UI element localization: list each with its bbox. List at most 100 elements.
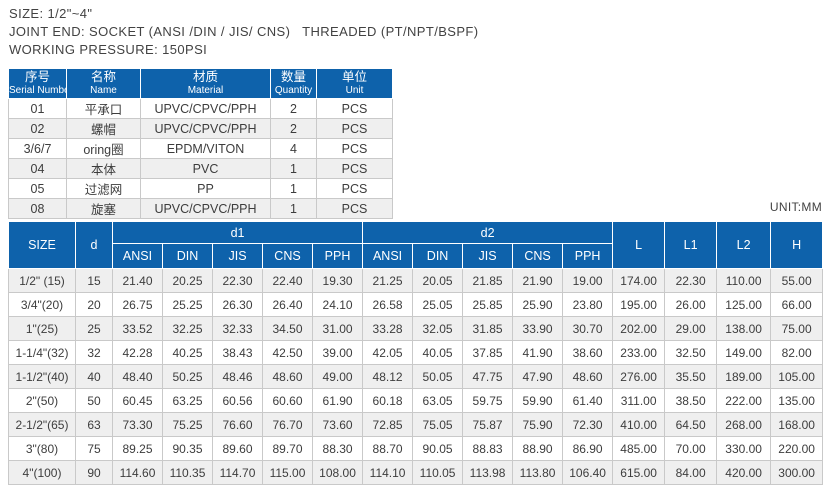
dims-tail-cell: 202.00 bbox=[612, 316, 666, 341]
dims-header-group-row: SIZE d d1 d2 L L1 L2 H bbox=[8, 221, 824, 269]
dims-size-cell: 2-1/2"(65) bbox=[8, 412, 76, 437]
parts-table-cell: 01 bbox=[8, 98, 67, 119]
parts-table-cell: oring圈 bbox=[66, 138, 141, 159]
parts-table-cell: PP bbox=[140, 178, 271, 199]
parts-column-header-zh: 数量 bbox=[280, 70, 306, 84]
dims-tail-header-l2: L2 bbox=[716, 221, 772, 269]
dims-d1-cell: 42.28 bbox=[112, 340, 163, 365]
dims-d1-cell: 26.30 bbox=[212, 292, 263, 317]
dims-d1-cell: 26.40 bbox=[262, 292, 313, 317]
dims-tail-cell: 311.00 bbox=[612, 388, 666, 413]
dims-standard-header: ANSI bbox=[362, 243, 414, 269]
dims-d1-cell: 32.25 bbox=[162, 316, 213, 341]
parts-table-body: 01 平承口 UPVC/CPVC/PPH 2 PCS 02 螺帽 UPVC/CPVC/PPH 2… bbox=[8, 98, 393, 219]
dims-d1-cell: 89.25 bbox=[112, 436, 163, 461]
parts-table-cell: 本体 bbox=[66, 158, 141, 179]
dims-d1-cell: 90.35 bbox=[162, 436, 213, 461]
parts-table-cell: 1 bbox=[270, 178, 317, 199]
dims-d-cell: 25 bbox=[75, 316, 113, 341]
dims-tail-cell: 420.00 bbox=[716, 460, 772, 485]
dims-d2-cell: 113.98 bbox=[462, 460, 514, 485]
dims-d-cell: 90 bbox=[75, 460, 113, 485]
dims-standard-header: PPH bbox=[562, 243, 614, 269]
dims-d1-cell: 22.30 bbox=[212, 268, 263, 293]
parts-table-cell: UPVC/CPVC/PPH bbox=[140, 198, 271, 219]
parts-column-header: 名称 Name bbox=[66, 68, 141, 99]
dims-size-header: SIZE bbox=[8, 221, 76, 269]
parts-table-cell: PCS bbox=[316, 158, 393, 179]
dims-tail-cell: 410.00 bbox=[612, 412, 666, 437]
parts-table-cell: 平承口 bbox=[66, 98, 141, 119]
dims-d2-cell: 47.90 bbox=[512, 364, 564, 389]
dims-tail-cell: 276.00 bbox=[612, 364, 666, 389]
dims-tail-cell: 222.00 bbox=[716, 388, 772, 413]
dims-standard-header: DIN bbox=[412, 243, 464, 269]
dims-d2-cell: 20.05 bbox=[412, 268, 464, 293]
dims-d1-cell: 20.25 bbox=[162, 268, 213, 293]
dims-d2-cell: 31.85 bbox=[462, 316, 514, 341]
dims-tail-cell: 168.00 bbox=[770, 412, 824, 437]
dims-d2-cell: 60.18 bbox=[362, 388, 414, 413]
dims-standard-header: PPH bbox=[311, 243, 364, 269]
dims-tail-cell: 189.00 bbox=[716, 364, 772, 389]
dims-d1-cell: 89.60 bbox=[212, 436, 263, 461]
dims-d-cell: 75 bbox=[75, 436, 113, 461]
dims-d1-cell: 48.40 bbox=[112, 364, 163, 389]
parts-table-cell: PCS bbox=[316, 118, 393, 139]
dims-d1-cell: 50.25 bbox=[162, 364, 213, 389]
parts-table-cell: PCS bbox=[316, 138, 393, 159]
parts-table-cell: 3/6/7 bbox=[8, 138, 67, 159]
dims-tail-header-l: L bbox=[612, 221, 666, 269]
dims-table-row: 3"(80) 75 89.25 90.35 89.60 89.70 88.30 88.70 90… bbox=[8, 436, 824, 461]
parts-table-cell: 过滤网 bbox=[66, 178, 141, 199]
parts-column-header-en: Name bbox=[90, 85, 117, 96]
parts-table-row: 04 本体 PVC 1 PCS bbox=[8, 158, 393, 179]
dimensions-table: SIZE d d1 d2 L L1 L2 H ANSI DIN JIS CNS PPH ANSI DIN JI… bbox=[8, 221, 824, 485]
dims-d2-cell: 23.80 bbox=[562, 292, 614, 317]
parts-table-cell: UPVC/CPVC/PPH bbox=[140, 98, 271, 119]
dims-size-cell: 3"(80) bbox=[8, 436, 76, 461]
dims-d2-cell: 21.25 bbox=[362, 268, 414, 293]
dims-d2-cell: 41.90 bbox=[512, 340, 564, 365]
dims-d-cell: 15 bbox=[75, 268, 113, 293]
dimensions-table-head: SIZE d d1 d2 L L1 L2 H ANSI DIN JIS CNS PPH ANSI DIN JI… bbox=[8, 221, 824, 269]
parts-table-cell: 1 bbox=[270, 158, 317, 179]
dims-tail-cell: 268.00 bbox=[716, 412, 772, 437]
dims-d2-cell: 88.83 bbox=[462, 436, 514, 461]
dims-d2-cell: 40.05 bbox=[412, 340, 464, 365]
dims-d2-cell: 114.10 bbox=[362, 460, 414, 485]
dims-d2-cell: 63.05 bbox=[412, 388, 464, 413]
dims-standard-header: CNS bbox=[512, 243, 564, 269]
dims-tail-cell: 110.00 bbox=[716, 268, 772, 293]
dimensions-table-body: 1/2" (15) 15 21.40 20.25 22.30 22.40 19.30 21.2… bbox=[8, 268, 824, 485]
parts-table-row: 3/6/7 oring圈 EPDM/VITON 4 PCS bbox=[8, 138, 393, 159]
dims-d1-cell: 32.33 bbox=[212, 316, 263, 341]
dims-size-cell: 1-1/4"(32) bbox=[8, 340, 76, 365]
dims-d-cell: 20 bbox=[75, 292, 113, 317]
spec-size-line: SIZE: 1/2"~4" bbox=[9, 6, 93, 21]
dims-tail-cell: 233.00 bbox=[612, 340, 666, 365]
dims-d2-cell: 38.60 bbox=[562, 340, 614, 365]
dims-tail-cell: 38.50 bbox=[664, 388, 718, 413]
unit-note: UNIT:MM bbox=[769, 200, 822, 214]
parts-column-header-zh: 单位 bbox=[341, 70, 367, 84]
dims-d2-cell: 75.05 bbox=[412, 412, 464, 437]
dims-d1-cell: 49.00 bbox=[311, 364, 364, 389]
dims-d1-cell: 39.00 bbox=[311, 340, 364, 365]
dims-d2-cell: 72.30 bbox=[562, 412, 614, 437]
dims-d1-cell: 25.25 bbox=[162, 292, 213, 317]
dims-d2-cell: 33.90 bbox=[512, 316, 564, 341]
parts-table-row: 01 平承口 UPVC/CPVC/PPH 2 PCS bbox=[8, 98, 393, 119]
dims-d1-cell: 73.60 bbox=[311, 412, 364, 437]
dims-d2-cell: 25.85 bbox=[462, 292, 514, 317]
dims-d2-cell: 48.60 bbox=[562, 364, 614, 389]
dims-d1-cell: 48.46 bbox=[212, 364, 263, 389]
spec-joint-end-line: JOINT END: SOCKET (ANSI /DIN / JIS/ CNS)… bbox=[9, 24, 479, 39]
parts-table-cell: 螺帽 bbox=[66, 118, 141, 139]
parts-table-cell: UPVC/CPVC/PPH bbox=[140, 118, 271, 139]
dims-d2-cell: 75.90 bbox=[512, 412, 564, 437]
dims-d2-cell: 25.90 bbox=[512, 292, 564, 317]
dims-d1-cell: 26.75 bbox=[112, 292, 163, 317]
spec-info-block: SIZE: 1/2"~4" JOINT END: SOCKET (ANSI /D… bbox=[9, 5, 479, 59]
